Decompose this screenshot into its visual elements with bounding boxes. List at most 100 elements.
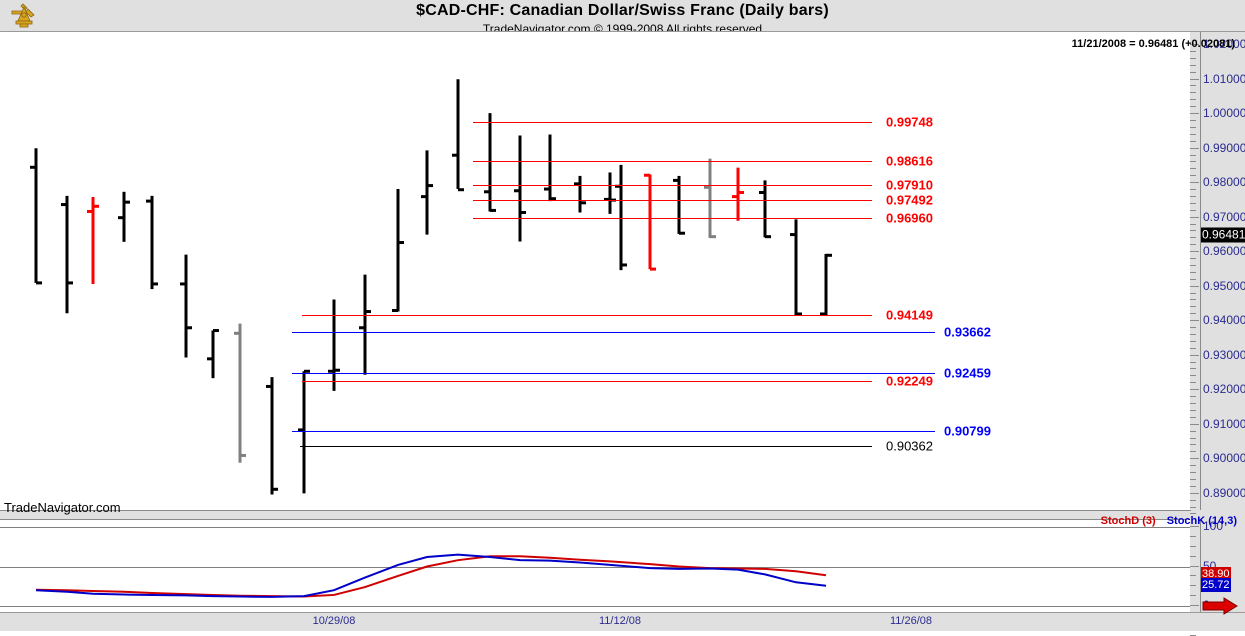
price-axis-minor-tick	[1190, 486, 1196, 487]
price-axis-minor-tick	[1190, 403, 1196, 404]
price-axis-minor-tick	[1190, 465, 1196, 466]
price-axis-label: 1.00000	[1203, 106, 1245, 121]
price-axis-tick	[1190, 286, 1199, 287]
stochastic-axis-minor-tick	[1190, 595, 1196, 596]
ohlc-bar	[30, 148, 42, 285]
price-axis-label: 1.02000	[1203, 37, 1245, 52]
price-axis-tick	[1190, 355, 1199, 356]
price-level-label: 0.94149	[886, 307, 933, 323]
stochastic-gridline	[0, 606, 1190, 607]
ohlc-bar	[644, 173, 656, 271]
chart-header: $CAD-CHF: Canadian Dollar/Swiss Franc (D…	[0, 0, 1245, 36]
stochastic-axis-tick	[1190, 605, 1199, 606]
price-axis-minor-tick	[1190, 161, 1196, 162]
price-axis-minor-tick	[1190, 134, 1196, 135]
stochastic-axis-minor-tick	[1190, 585, 1196, 586]
price-level-label: 0.90799	[944, 423, 991, 439]
price-axis-minor-tick	[1190, 279, 1196, 280]
price-axis-label: 0.91000	[1203, 416, 1245, 431]
price-level-label: 0.99748	[886, 114, 933, 130]
price-axis-label: 0.95000	[1203, 278, 1245, 293]
price-axis-label: 1.01000	[1203, 71, 1245, 86]
price-axis-minor-tick	[1190, 120, 1196, 121]
stochastic-axis-label: 100	[1203, 519, 1224, 533]
price-axis-label: 0.97000	[1203, 209, 1245, 224]
price-level-line[interactable]	[473, 200, 872, 201]
price-axis-minor-tick	[1190, 500, 1196, 501]
price-axis-minor-tick	[1190, 99, 1196, 100]
price-axis-minor-tick	[1190, 451, 1196, 452]
price-axis-minor-tick	[1190, 293, 1196, 294]
ohlc-bar	[544, 134, 556, 202]
stochastic-axis-minor-tick	[1190, 556, 1196, 557]
ohlc-bar	[180, 254, 192, 358]
ohlc-bar	[574, 175, 586, 213]
ohlc-bar	[359, 274, 371, 375]
price-axis-minor-tick	[1190, 513, 1196, 514]
price-axis-minor-tick	[1190, 237, 1196, 238]
stochk-value-badge: 25.72	[1201, 577, 1231, 592]
price-level-line[interactable]	[302, 315, 872, 316]
price-level-line[interactable]	[300, 446, 872, 447]
price-chart-pane[interactable]: 0.99748 0.98616 0.97910 0.97492 0.96960 0.941…	[0, 32, 1191, 511]
price-axis-tick	[1190, 389, 1199, 390]
ohlc-bar	[234, 323, 246, 463]
price-axis-tick	[1190, 320, 1199, 321]
price-axis-minor-tick	[1190, 65, 1196, 66]
stochastic-gridline	[0, 567, 1190, 568]
price-axis-minor-tick	[1190, 127, 1196, 128]
ohlc-bar	[704, 158, 716, 239]
price-axis-minor-tick	[1190, 272, 1196, 273]
stochastic-pane[interactable]	[0, 519, 1191, 613]
price-axis[interactable]: 1.02000 1.01000 1.00000 0.99000 0.98000 0.970…	[1190, 32, 1245, 521]
stochastic-curves	[35, 553, 827, 598]
price-level-line[interactable]	[473, 218, 872, 219]
price-axis-minor-tick	[1190, 258, 1196, 259]
indicator-legend: StochD (3) StochK (14,3)	[1101, 515, 1237, 527]
price-level-line[interactable]	[292, 431, 935, 432]
price-level-line[interactable]	[473, 185, 872, 186]
price-axis-minor-tick	[1190, 334, 1196, 335]
date-axis-label: 10/29/08	[312, 615, 356, 627]
price-axis-minor-tick	[1190, 444, 1196, 445]
price-level-line[interactable]	[292, 332, 935, 333]
stochastic-axis-minor-tick	[1190, 575, 1196, 576]
stochastic-axis-tick	[1190, 566, 1199, 567]
price-axis-label: 0.99000	[1203, 140, 1245, 155]
price-axis-minor-tick	[1190, 168, 1196, 169]
price-axis-minor-tick	[1190, 341, 1196, 342]
ohlc-bar	[759, 180, 771, 239]
price-level-line[interactable]	[473, 161, 872, 162]
price-axis-label: 0.98000	[1203, 175, 1245, 190]
ohlc-bar	[604, 172, 616, 214]
price-axis-label: 0.93000	[1203, 347, 1245, 362]
price-axis-minor-tick	[1190, 362, 1196, 363]
price-axis-tick	[1190, 458, 1199, 459]
price-axis-minor-tick	[1190, 313, 1196, 314]
ohlc-bar	[484, 113, 496, 212]
price-level-label: 0.96960	[886, 210, 933, 226]
price-level-line[interactable]	[292, 373, 935, 374]
price-axis-minor-tick	[1190, 85, 1196, 86]
price-axis-minor-tick	[1190, 479, 1196, 480]
price-level-line[interactable]	[302, 381, 872, 382]
price-axis-minor-tick	[1190, 396, 1196, 397]
price-axis-tick	[1190, 424, 1199, 425]
date-axis[interactable]: 10/29/08 11/12/08 11/26/08	[0, 613, 1245, 631]
price-level-line[interactable]	[473, 122, 872, 123]
stochastic-axis-tick	[1190, 526, 1199, 527]
ohlc-bar	[61, 195, 73, 314]
price-axis-label: 0.89000	[1203, 485, 1245, 500]
price-axis-minor-tick	[1190, 106, 1196, 107]
price-axis-minor-tick	[1190, 417, 1196, 418]
ohlc-bar	[514, 135, 526, 242]
price-axis-label: 0.92000	[1203, 382, 1245, 397]
date-axis-label: 11/26/08	[889, 615, 933, 627]
sextant-logo-icon	[4, 1, 44, 31]
ohlc-bar	[615, 164, 627, 271]
stochastic-axis-minor-tick	[1190, 546, 1196, 547]
price-axis-minor-tick	[1190, 92, 1196, 93]
price-axis-minor-tick	[1190, 203, 1196, 204]
price-axis-tick	[1190, 182, 1199, 183]
